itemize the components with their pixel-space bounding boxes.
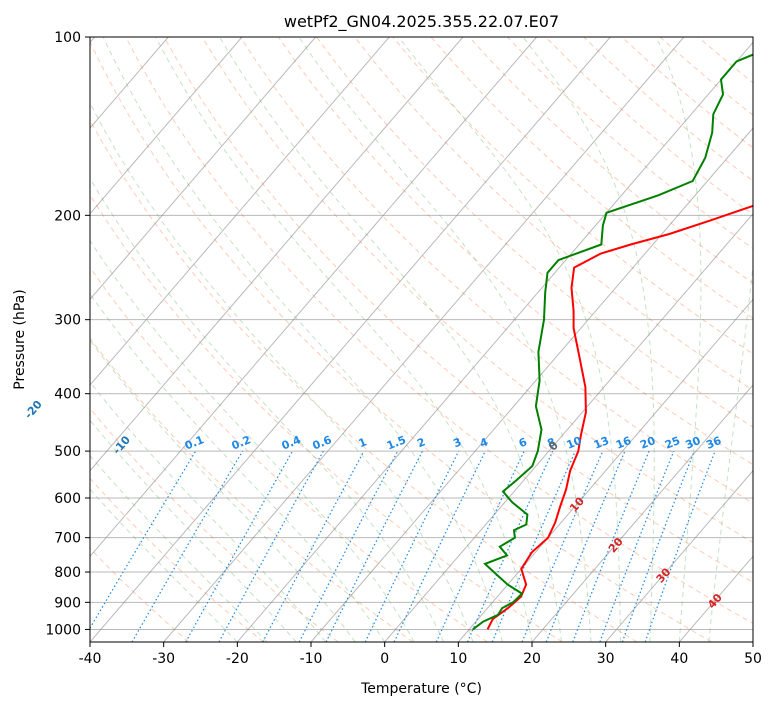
y-tick-label: 700 (54, 531, 81, 547)
mixing-ratio-label: 16 (614, 434, 633, 452)
moist-adiabat-line (522, 37, 655, 642)
moist-adiabat-line (90, 177, 445, 642)
x-tick-label: -40 (79, 651, 102, 667)
x-axis-title: Temperature (°C) (360, 681, 482, 697)
moist-adiabat-line (90, 381, 327, 642)
mixing-ratio-line (262, 450, 365, 642)
x-tick-label: -20 (226, 651, 249, 667)
mixing-ratio-label: 2 (415, 435, 427, 450)
temperature-line (486, 204, 753, 630)
dry-adiabat-line (468, 37, 753, 284)
moist-adiabat-line (90, 101, 474, 642)
y-tick-label: 600 (54, 491, 81, 507)
moist-adiabat-line (90, 293, 386, 642)
background-lines (90, 37, 753, 642)
isotherm-gridline (90, 37, 390, 386)
y-tick-label: 300 (54, 313, 81, 329)
axes: -40 -30 -20 -10 0 10 20 30 40 50 100 200 300 400 500 60… (45, 30, 762, 667)
moist-adiabat-line (90, 239, 415, 642)
moist-adiabat-line (90, 454, 268, 642)
dry-adiabat-line (90, 477, 264, 642)
dry-adiabat-line (90, 266, 488, 642)
dry-adiabat-line (430, 37, 753, 319)
x-tick-label: -30 (152, 651, 175, 667)
isotherm-gridline (90, 37, 317, 301)
y-tick-label: 100 (54, 30, 81, 46)
moist-adiabat-line (90, 339, 356, 642)
y-tick-label: 900 (54, 595, 81, 611)
plot-frame (89, 36, 754, 643)
mixing-ratio-label: 13 (592, 434, 611, 452)
moist-adiabat-line (298, 37, 592, 642)
isotherm-gridline (90, 37, 243, 215)
dry-adiabat-line (125, 37, 753, 624)
dry-adiabat-line (354, 37, 753, 391)
dry-adiabat-line (90, 119, 638, 642)
x-tick-label: 20 (523, 651, 541, 667)
isotherm-gridline (163, 37, 685, 642)
mixing-ratio-line (364, 450, 460, 642)
x-tick-label: 0 (380, 651, 389, 667)
y-tick-label: 400 (54, 387, 81, 403)
plot-area (90, 37, 753, 642)
mixing-ratio-label: 20 (638, 434, 657, 452)
profile-lines (472, 53, 753, 631)
moist-adiabat-line (655, 37, 702, 642)
isotherm-gridline (310, 127, 753, 642)
moist-adiabat-line (708, 260, 753, 642)
mixing-ratio-line (185, 450, 294, 642)
y-tick-label: 1000 (45, 622, 81, 638)
mixing-ratio-label: 1 (357, 435, 369, 450)
y-tick-label: 200 (54, 208, 81, 224)
y-tick-label: 500 (54, 444, 81, 460)
moist-adiabat-line (155, 37, 533, 642)
moist-adiabat-line (90, 419, 297, 642)
isotherm-gridline (384, 212, 753, 642)
mixing-ratio-label: 30 (683, 434, 702, 452)
x-tick-label: -10 (300, 651, 323, 667)
isotherm-gridline (236, 41, 753, 642)
mixing-ratio-label: 36 (704, 434, 723, 452)
y-axis-title: Pressure (hPa) (12, 289, 28, 389)
dry-adiabat-line (90, 407, 339, 642)
mixing-ratio-label: 10 (565, 434, 584, 452)
x-tick-label: 10 (449, 651, 467, 667)
dry-adiabat-line (239, 37, 753, 504)
dewpoint-line (472, 53, 753, 631)
isotherm-gridline (90, 37, 611, 642)
mixing-ratio-line (521, 450, 604, 642)
mixing-ratio-line (325, 450, 424, 642)
mixing-ratio-label: 25 (663, 434, 682, 452)
mixing-ratio-line (572, 450, 650, 642)
mixing-ratio-line (644, 450, 716, 642)
mixing-ratio-line (545, 450, 626, 642)
isotherm-gridline (605, 469, 753, 642)
mixing-ratio-line (599, 450, 675, 642)
isotherm-gridline (90, 37, 464, 472)
isotherm-gridline (531, 384, 753, 642)
mixing-ratio-label: 3 (451, 435, 463, 450)
mixing-ratio-line (621, 450, 695, 642)
mixing-ratio-label: 8 (545, 435, 557, 450)
dry-adiabat-line (90, 194, 563, 642)
mixing-ratio-line (218, 450, 324, 642)
x-tick-label: 50 (744, 651, 762, 667)
mixing-ratio-line (466, 450, 554, 642)
moist-adiabat-line (398, 37, 621, 642)
x-tick-label: 40 (670, 651, 688, 667)
isotherm-gridline (90, 37, 538, 558)
x-tick-label: 30 (597, 651, 615, 667)
moist-adiabat-line (219, 37, 562, 642)
y-tick-label: 800 (54, 565, 81, 581)
chart-title: wetPf2_GN04.2025.355.22.07.E07 (284, 12, 559, 32)
